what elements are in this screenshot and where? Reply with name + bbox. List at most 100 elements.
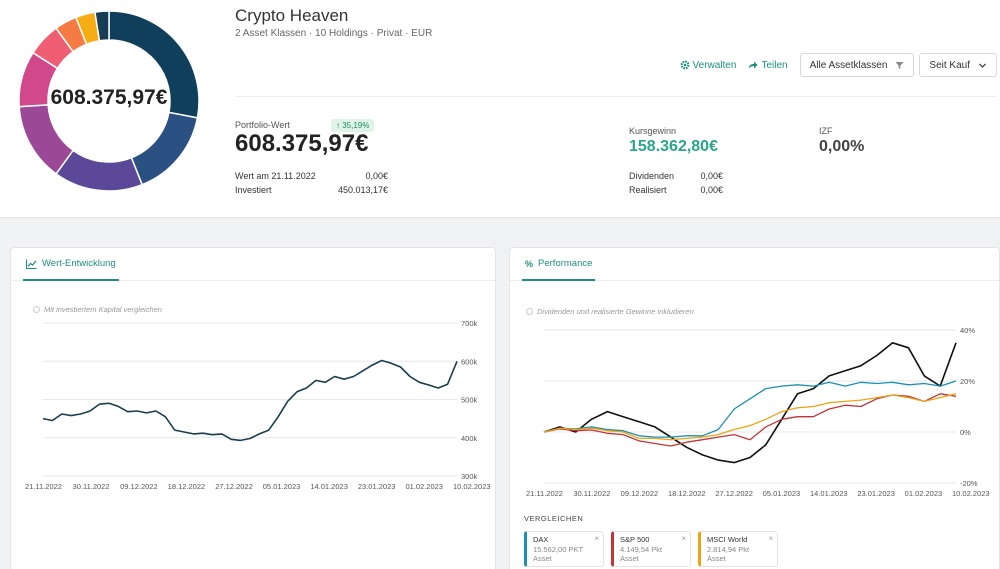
- line-chart-icon: [26, 259, 37, 269]
- series-line-s-p-500[interactable]: [543, 393, 957, 447]
- tab-performance-label: Performance: [538, 258, 593, 269]
- include-dividends-toggle[interactable]: Dividenden und realisierte Gewinne inklu…: [526, 307, 694, 316]
- arrow-up-icon: ↑: [336, 121, 343, 130]
- benchmark-card[interactable]: S&P 500 4.149,54 Pkt Asset ×: [611, 531, 691, 567]
- benchmark-name: S&P 500: [620, 535, 650, 544]
- portfolio-change-badge: ↑ 35,19%: [331, 119, 375, 132]
- value-on-date-label: Wert am 21.11.2022: [235, 171, 316, 181]
- value-on-date: 0,00€: [365, 171, 388, 181]
- realized-value: 0,00€: [700, 185, 723, 195]
- benchmark-value: 15.562,00 PKT: [533, 545, 584, 554]
- filter-icon: [895, 61, 904, 69]
- y-tick-label: -20%: [960, 479, 978, 488]
- x-tick-label: 30.11.2022: [573, 489, 610, 498]
- y-tick-label: 500k: [461, 396, 478, 405]
- x-tick-label: 05.01.2023: [263, 482, 301, 491]
- manage-button[interactable]: Verwalten: [680, 59, 737, 71]
- x-tick-label: 01.02.2023: [405, 482, 443, 491]
- dividends-value: 0,00€: [700, 171, 723, 181]
- share-button[interactable]: Teilen: [748, 59, 788, 71]
- x-tick-label: 23.01.2023: [857, 489, 895, 498]
- compare-invested-label: Mit investiertem Kapital vergleichen: [44, 305, 162, 314]
- value-development-chart[interactable]: 700k 600k 500k 400k 300k 21.11.2022 30.11.2022…: [11, 308, 496, 568]
- performance-card-header: % Performance: [510, 248, 999, 281]
- x-tick-label: 14.01.2023: [310, 482, 348, 491]
- realized-label: Realisiert: [629, 185, 667, 195]
- portfolio-value-label: Portfolio-Wert: [235, 120, 290, 130]
- tab-value-development[interactable]: Wert-Entwicklung: [23, 248, 119, 281]
- asset-class-filter[interactable]: Alle Assetklassen: [799, 53, 915, 77]
- izf-label: IZF: [819, 126, 833, 136]
- portfolio-change-value: 35,19%: [342, 121, 370, 130]
- dividends-label: Dividenden: [629, 171, 675, 181]
- y-tick-label: 40%: [960, 326, 975, 335]
- donut-slice-8[interactable]: [94, 10, 110, 42]
- performance-chart[interactable]: 40% 20% 0% -20% 21.11.2022 30.11.2022 09.12.20…: [510, 316, 1000, 516]
- y-tick-label: 400k: [461, 434, 478, 443]
- series-line-dax[interactable]: [543, 380, 957, 438]
- benchmark-type: Asset: [533, 554, 552, 563]
- benchmark-name: MSCI World: [707, 535, 748, 544]
- tab-value-development-label: Wert-Entwicklung: [42, 258, 116, 269]
- tab-performance[interactable]: % Performance: [522, 248, 596, 281]
- x-tick-label: 23.01.2023: [358, 482, 396, 491]
- x-tick-label: 01.02.2023: [905, 489, 943, 498]
- portfolio-value: 608.375,97€: [235, 130, 369, 157]
- series-line-portfolio[interactable]: [42, 359, 458, 442]
- compare-invested-toggle[interactable]: Mit investiertem Kapital vergleichen: [33, 305, 162, 314]
- x-tick-label: 10.02.2023: [453, 482, 491, 491]
- x-tick-label: 18.12.2022: [668, 489, 706, 498]
- benchmark-type: Asset: [620, 554, 639, 563]
- series-line-portfolio[interactable]: [543, 341, 957, 464]
- portfolio-header: 608.375,97€ Crypto Heaven 2 Asset Klasse…: [0, 0, 1000, 218]
- header-actions: Verwalten Teilen Alle Assetklassen Seit …: [680, 53, 997, 77]
- benchmark-name: DAX: [533, 535, 549, 544]
- donut-center-value: 608.375,97€: [50, 86, 168, 109]
- value-card-header: Wert-Entwicklung: [11, 248, 495, 281]
- allocation-donut-chart[interactable]: [18, 10, 200, 192]
- value-development-card: Wert-Entwicklung Mit investiertem Kapita…: [10, 247, 496, 569]
- series-line-msci-world[interactable]: [543, 393, 957, 441]
- include-dividends-label: Dividenden und realisierte Gewinne inklu…: [537, 307, 694, 316]
- close-icon[interactable]: ×: [681, 534, 686, 543]
- chevron-down-icon: [979, 63, 986, 68]
- percent-icon: %: [525, 258, 534, 269]
- donut-slice-1[interactable]: [130, 111, 199, 186]
- period-select[interactable]: Seit Kauf: [919, 53, 997, 77]
- compare-title: VERGLEICHEN: [524, 514, 584, 523]
- benchmark-card[interactable]: MSCI World 2.814,94 Pkt Asset ×: [698, 531, 778, 567]
- benchmark-value: 4.149,54 Pkt: [620, 545, 663, 554]
- period-select-label: Seit Kauf: [929, 59, 970, 71]
- x-tick-label: 10.02.2023: [952, 489, 990, 498]
- x-tick-label: 18.12.2022: [168, 482, 206, 491]
- y-tick-label: 600k: [461, 357, 478, 366]
- izf-value: 0,00%: [819, 138, 865, 155]
- y-tick-label: 0%: [960, 428, 971, 437]
- asset-class-filter-label: Alle Assetklassen: [809, 59, 888, 71]
- header-divider: [235, 96, 997, 97]
- y-tick-label: 300k: [461, 472, 478, 481]
- x-tick-label: 30.11.2022: [73, 482, 110, 491]
- invested-value: 450.013,17€: [337, 185, 388, 195]
- benchmark-card[interactable]: DAX 15.562,00 PKT Asset ×: [524, 531, 604, 567]
- x-tick-label: 09.12.2022: [120, 482, 158, 491]
- close-icon[interactable]: ×: [768, 534, 773, 543]
- gain-label: Kursgewinn: [629, 126, 677, 136]
- x-tick-label: 27.12.2022: [215, 482, 253, 491]
- share-arrow-icon: [749, 61, 758, 69]
- close-icon[interactable]: ×: [594, 534, 599, 543]
- x-tick-label: 14.01.2023: [810, 489, 848, 498]
- manage-label: Verwalten: [692, 59, 737, 71]
- y-tick-label: 20%: [960, 377, 975, 386]
- radio-icon: [526, 308, 533, 315]
- x-tick-label: 09.12.2022: [621, 489, 659, 498]
- share-label: Teilen: [761, 59, 788, 71]
- portfolio-title: Crypto Heaven: [235, 6, 349, 25]
- benchmark-value: 2.814,94 Pkt: [707, 545, 750, 554]
- x-tick-label: 21.11.2022: [526, 489, 563, 498]
- benchmark-type: Asset: [707, 554, 726, 563]
- gain-value: 158.362,80€: [629, 138, 718, 155]
- radio-icon: [33, 306, 40, 313]
- x-tick-label: 05.01.2023: [763, 489, 801, 498]
- performance-card: % Performance Dividenden und realisierte…: [509, 247, 1000, 569]
